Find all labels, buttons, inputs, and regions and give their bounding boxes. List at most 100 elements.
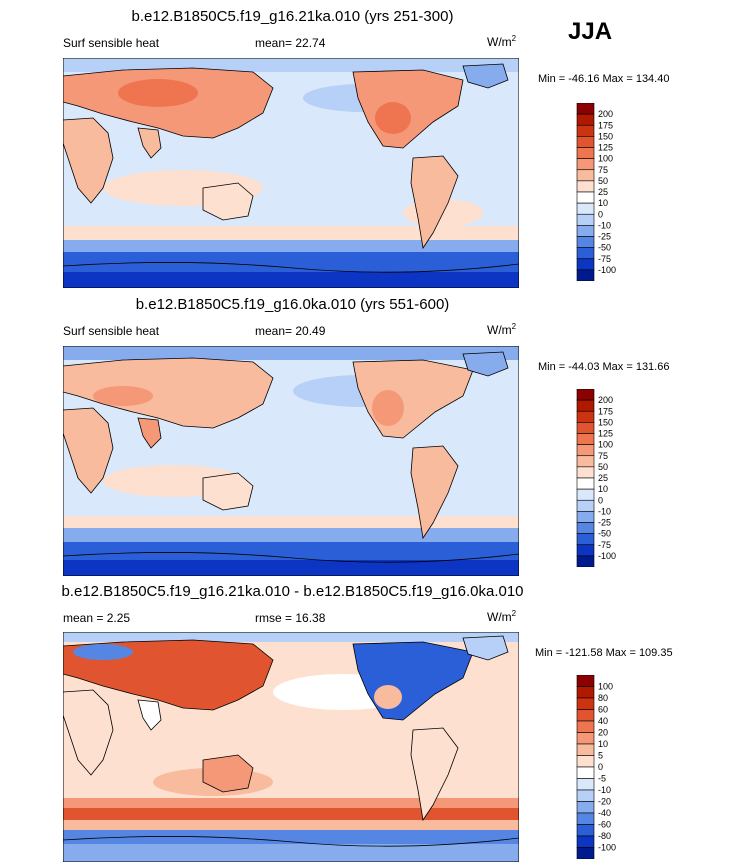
colorbar-1-tick-label: 200 — [598, 109, 613, 119]
colorbar-2-swatch — [576, 533, 595, 546]
panel-2-variable-label: Surf sensible heat — [63, 324, 160, 338]
colorbar-2-tick-label: 125 — [598, 429, 613, 439]
panel-3-so-pale-band — [63, 820, 519, 830]
colorbar-2-tick-label: 150 — [598, 417, 613, 427]
colorbar-1-swatch — [576, 169, 595, 182]
colorbar-3-swatch — [576, 720, 595, 733]
colorbar-2-tick-label: -10 — [598, 506, 611, 516]
panel-1-title: b.e12.B1850C5.f19_g16.21ka.010 (yrs 251-… — [131, 8, 454, 25]
colorbar-3-tick-label: 80 — [598, 693, 608, 703]
panel-3-antarctic-cool — [63, 830, 519, 844]
panel-1-na-west-hot — [375, 102, 411, 134]
panel-2-so-warm-band — [63, 516, 519, 528]
panel-2-units-base: W/m — [487, 323, 512, 337]
colorbar-3-tick-label: 10 — [598, 739, 608, 749]
colorbar-1-swatch — [576, 103, 595, 115]
panel-1-so-warm-band — [63, 226, 519, 240]
colorbar-2-tick-label: 0 — [598, 495, 603, 505]
panel-2-so-cool-band — [63, 528, 519, 542]
colorbar-2-swatch — [576, 444, 595, 457]
colorbar-2-swatch — [576, 522, 595, 534]
panel-3-india — [137, 699, 162, 731]
colorbar-3-swatch — [576, 675, 595, 687]
colorbar-1-swatch — [576, 202, 595, 215]
panel-2-greenland — [462, 351, 509, 377]
colorbar-3-swatch — [576, 801, 595, 814]
panel-3-scandinavia-cool — [73, 644, 133, 660]
panel-2-title: b.e12.B1850C5.f19_g16.0ka.010 (yrs 551-6… — [135, 296, 450, 313]
panel-2-antarctic-band — [63, 542, 519, 560]
panel-1-variable-label: Surf sensible heat — [63, 36, 160, 50]
panel-2-antarctic-coast — [63, 552, 519, 563]
colorbar-2-swatch — [576, 555, 595, 567]
panel-3-australia — [202, 754, 254, 793]
panel-1-map — [63, 58, 519, 288]
colorbar-3-tick-label: -20 — [598, 797, 611, 807]
colorbar-3-tick-label: 5 — [598, 751, 603, 761]
panel-1-mean-label: mean= 22.74 — [255, 36, 326, 50]
panel-1-siberia-hot — [118, 79, 198, 107]
colorbar-2-tick-label: -50 — [598, 529, 611, 539]
colorbar-3-tick-label: 0 — [598, 762, 603, 772]
panel-1-australia — [202, 182, 254, 221]
panel-2-mean-label: mean= 20.49 — [255, 324, 326, 338]
colorbar-1-tick-label: 125 — [598, 143, 613, 153]
colorbar-2-swatch — [576, 477, 595, 490]
colorbar-1-swatch — [576, 180, 595, 193]
colorbar-3-swatch — [576, 732, 595, 745]
colorbar-3-tick-label: -5 — [598, 774, 606, 784]
colorbar-3-swatch — [576, 697, 595, 710]
colorbar-1-swatch — [576, 269, 595, 281]
panel-1-antarctic-deep — [63, 272, 519, 288]
colorbar-1-tick-label: -75 — [598, 254, 611, 264]
colorbar-1-tick-label: 100 — [598, 154, 613, 164]
colorbar-3-swatch — [576, 709, 595, 722]
colorbar-1-swatch — [576, 247, 595, 260]
colorbar-1-swatch — [576, 147, 595, 159]
panel-3-south-america — [410, 727, 459, 822]
colorbar-3-swatch — [576, 835, 595, 848]
panel-3-rmse-label: rmse = 16.38 — [255, 611, 326, 625]
panel-2-australia — [202, 472, 254, 511]
colorbar-2-tick-label: 50 — [598, 462, 608, 472]
panel-1-greenland — [462, 63, 509, 89]
panel-2-central-asia-hot — [93, 386, 153, 406]
colorbar-1-tick-label: -50 — [598, 243, 611, 253]
colorbar-2-swatch — [576, 389, 595, 401]
colorbar-1-tick-label: 25 — [598, 187, 608, 197]
panel-2-arctic-band — [63, 346, 519, 360]
colorbar-1-tick-label: 50 — [598, 176, 608, 186]
colorbar-3-tick-label: -60 — [598, 820, 611, 830]
colorbar-1-tick-label: 150 — [598, 131, 613, 141]
colorbar-1-tick-label: 175 — [598, 120, 613, 130]
panel-2-india — [137, 417, 162, 449]
colorbar-3-swatch — [576, 824, 595, 837]
colorbar-1-tick-label: 10 — [598, 198, 608, 208]
colorbar-1-tick-label: 0 — [598, 209, 603, 219]
colorbar-1-tick-label: -10 — [598, 220, 611, 230]
colorbar-2-tick-label: 75 — [598, 451, 608, 461]
colorbar-2-swatch — [576, 466, 595, 479]
colorbar-1-swatch — [576, 213, 595, 226]
colorbar-2-tick-label: 175 — [598, 406, 613, 416]
colorbar-1-swatch — [576, 158, 595, 171]
panel-1-south-america — [410, 155, 459, 250]
panel-3-arctic-band — [63, 632, 519, 642]
panel-3-units-sup: 2 — [511, 609, 517, 618]
panel-1-africa — [63, 117, 114, 204]
panel-2-minmax: Min = -44.03 Max = 131.66 — [538, 361, 670, 373]
panel-3-minmax: Min = -121.58 Max = 109.35 — [535, 647, 673, 659]
panel-2-eurasia — [63, 357, 274, 429]
colorbar-2-swatch — [576, 455, 595, 468]
colorbar-3-swatch — [576, 778, 595, 791]
colorbar-3-swatch — [576, 789, 595, 802]
colorbar-2-tick-label: 10 — [598, 484, 608, 494]
colorbar-2-tick-label: -25 — [598, 518, 611, 528]
colorbar-1-tick-label: 75 — [598, 165, 608, 175]
colorbar-3-tick-label: 60 — [598, 705, 608, 715]
panel-3-map — [63, 632, 519, 862]
colorbar-3-swatch — [576, 812, 595, 825]
panel-3-antarctic-edge — [63, 844, 519, 862]
